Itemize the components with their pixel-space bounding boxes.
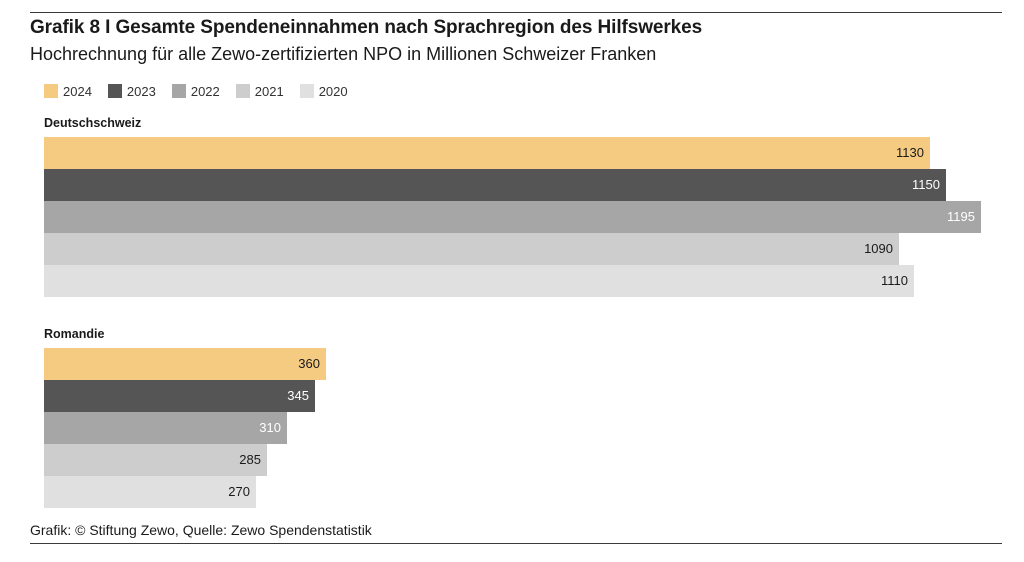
bottom-rule <box>30 543 1002 544</box>
bar-value-label-romandie-2023: 345 <box>287 388 309 403</box>
bar-value-label-romandie-2021: 285 <box>239 452 261 467</box>
chart-title: Grafik 8 I Gesamte Spendeneinnahmen nach… <box>30 17 703 38</box>
bar-value-label-romandie-2024: 360 <box>298 356 320 371</box>
legend-swatch-2023 <box>107 84 122 98</box>
legend-swatch-2022 <box>171 84 186 98</box>
legend-label-2021: 2021 <box>254 83 284 99</box>
bar-romandie-2021 <box>44 444 267 476</box>
bar-deutschschweiz-2023 <box>44 169 946 201</box>
bar-value-label-romandie-2020: 270 <box>228 484 250 499</box>
bar-value-label-deutschschweiz-2020: 1110 <box>881 273 908 288</box>
legend-item-2024: 2024 <box>44 84 92 99</box>
legend-swatch-2024 <box>44 84 58 98</box>
legend-item-2023: 2023 <box>107 83 156 99</box>
legend-label-2020: 2020 <box>318 83 348 99</box>
bar-romandie-2023 <box>44 380 315 412</box>
source-note: Grafik: © Stiftung Zewo, Quelle: Zewo Sp… <box>30 522 372 538</box>
bar-romandie-2024 <box>44 348 326 380</box>
legend-item-2020: 2020 <box>299 83 348 99</box>
legend-item-2021: 2021 <box>235 83 284 99</box>
legend-swatch-2020 <box>299 84 314 98</box>
bar-deutschschweiz-2024 <box>44 137 930 169</box>
bar-value-label-deutschschweiz-2022: 1195 <box>947 209 975 224</box>
bar-romandie-2022 <box>44 412 287 444</box>
bar-deutschschweiz-2021 <box>44 233 899 265</box>
legend-swatch-2021 <box>235 84 250 98</box>
bar-value-label-romandie-2022: 310 <box>259 420 281 435</box>
legend-label-2022: 2022 <box>190 83 220 99</box>
bar-romandie-2020 <box>44 476 256 508</box>
legend: 2024 2023 2022 2021 2020 <box>44 82 364 100</box>
bar-deutschschweiz-2022 <box>44 201 981 233</box>
bar-deutschschweiz-2020 <box>44 265 914 297</box>
legend-label-2023: 2023 <box>126 83 156 99</box>
group-label-romandie: Romandie <box>44 327 105 341</box>
legend-label-2024: 2024 <box>63 83 92 99</box>
chart-subtitle: Hochrechnung für alle Zewo-zertifizierte… <box>30 44 657 64</box>
bar-value-label-deutschschweiz-2023: 1150 <box>912 177 940 192</box>
top-rule <box>30 12 1002 13</box>
bar-value-label-deutschschweiz-2021: 1090 <box>864 241 893 256</box>
bar-value-label-deutschschweiz-2024: 1130 <box>896 145 924 160</box>
legend-item-2022: 2022 <box>171 83 220 99</box>
group-label-deutschschweiz: Deutschschweiz <box>44 116 142 130</box>
